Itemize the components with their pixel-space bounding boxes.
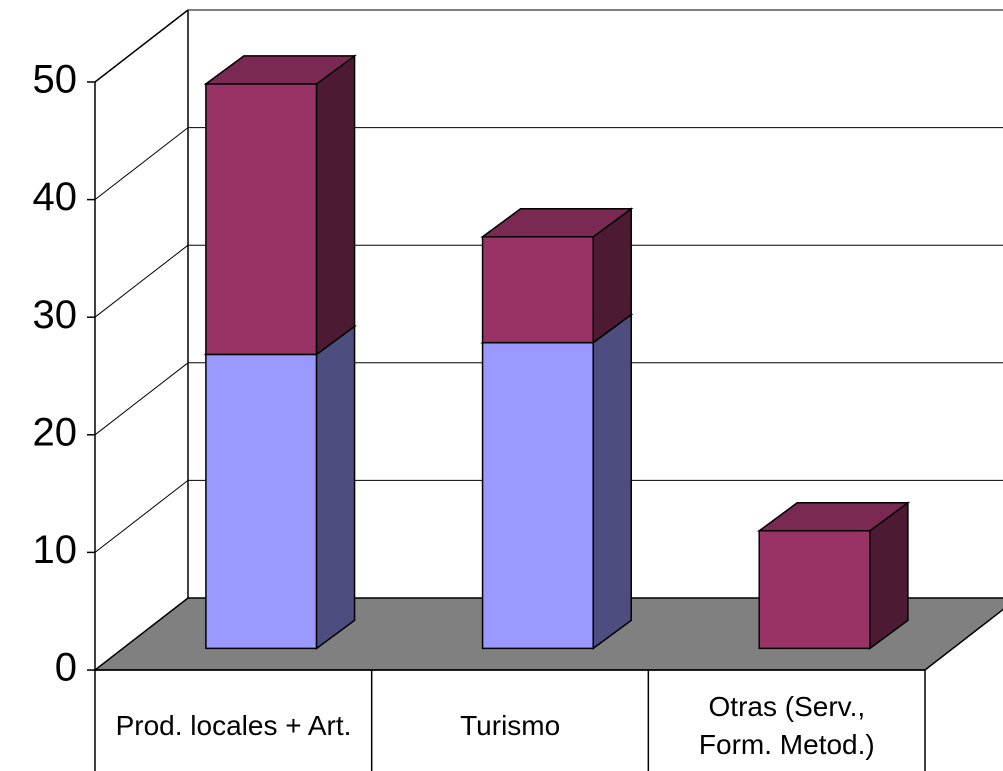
y-tick-label: 30: [33, 293, 78, 337]
x-tick-label: Turismo: [460, 709, 561, 741]
x-tick-label: Otras (Serv., Form. Metod.): [698, 690, 875, 760]
bar-front: [481, 236, 594, 344]
bar-side: [315, 54, 356, 356]
grid-line: [94, 9, 189, 83]
bar-front: [758, 530, 871, 650]
x-tick-label: Prod. locales + Art.: [115, 709, 352, 741]
y-tick-label: 0: [55, 646, 77, 690]
bar: [480, 313, 634, 650]
bar: [203, 54, 357, 356]
grid-line: [94, 127, 189, 200]
grid-line: [94, 244, 189, 318]
bar: [480, 207, 634, 345]
bar-front: [205, 353, 318, 650]
bar: [756, 501, 911, 650]
y-tick-label: 20: [33, 410, 78, 454]
bar-side: [592, 313, 632, 650]
bar-side: [315, 324, 356, 650]
grid-line: [94, 362, 189, 436]
bar-front: [481, 341, 594, 650]
y-tick-label: 10: [33, 528, 78, 572]
y-tick-label: 40: [33, 175, 78, 219]
grid-line: [94, 480, 189, 553]
bar-top: [203, 55, 357, 85]
y-tick-label: 50: [33, 58, 78, 102]
bar-top: [756, 502, 911, 532]
bar-front: [205, 83, 318, 356]
bar: [203, 324, 357, 650]
bar-top: [480, 208, 634, 238]
